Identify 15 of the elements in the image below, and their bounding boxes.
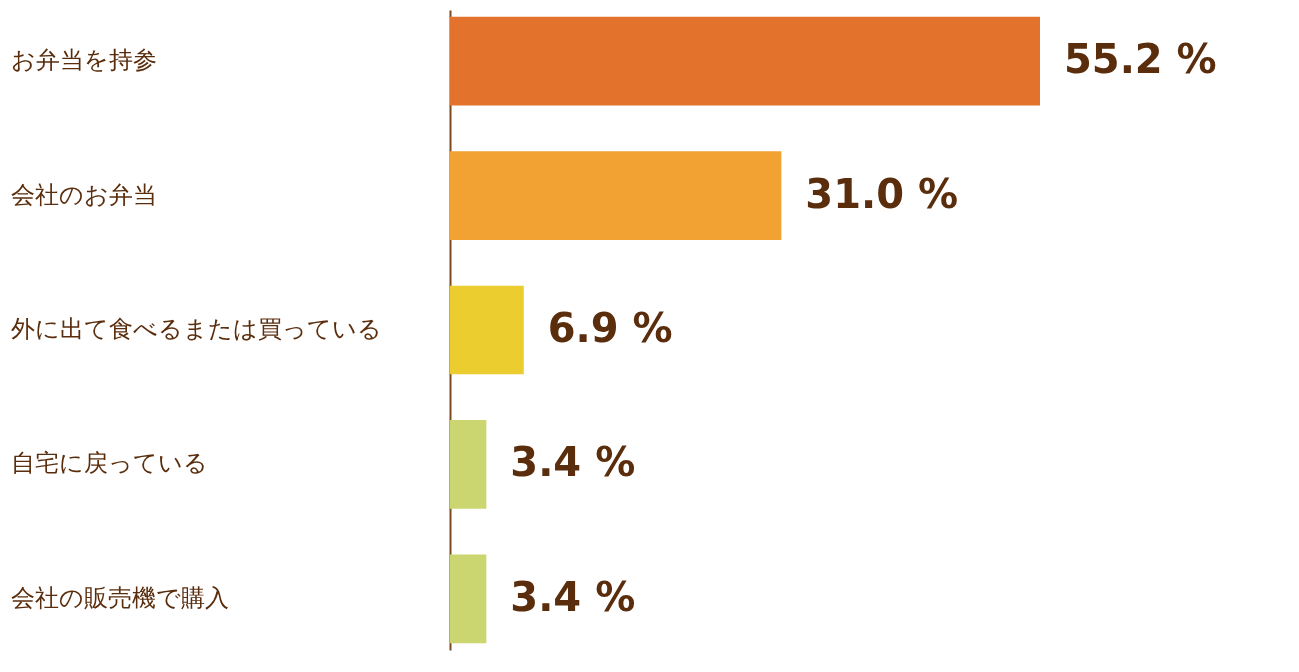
data-label: 31.0 % <box>805 170 959 217</box>
data-label: 6.9 % <box>547 305 673 351</box>
y-tick-label: 外に出て食べるまたは買っている <box>10 315 382 343</box>
y-tick-label: 会社のお弁当 <box>10 180 157 209</box>
y-tick-label: 会社の販売機で購入 <box>10 583 229 612</box>
y-tick-label: お弁当を持参 <box>10 46 157 75</box>
bar <box>450 554 487 644</box>
data-label: 55.2 % <box>1064 36 1217 83</box>
data-label: 3.4 % <box>510 573 636 620</box>
data-label: 3.4 % <box>510 439 636 486</box>
bar <box>450 16 1040 106</box>
bar <box>450 285 524 375</box>
bar <box>450 420 487 509</box>
bar <box>450 151 782 240</box>
y-tick-label: 自宅に戻っている <box>10 449 208 478</box>
